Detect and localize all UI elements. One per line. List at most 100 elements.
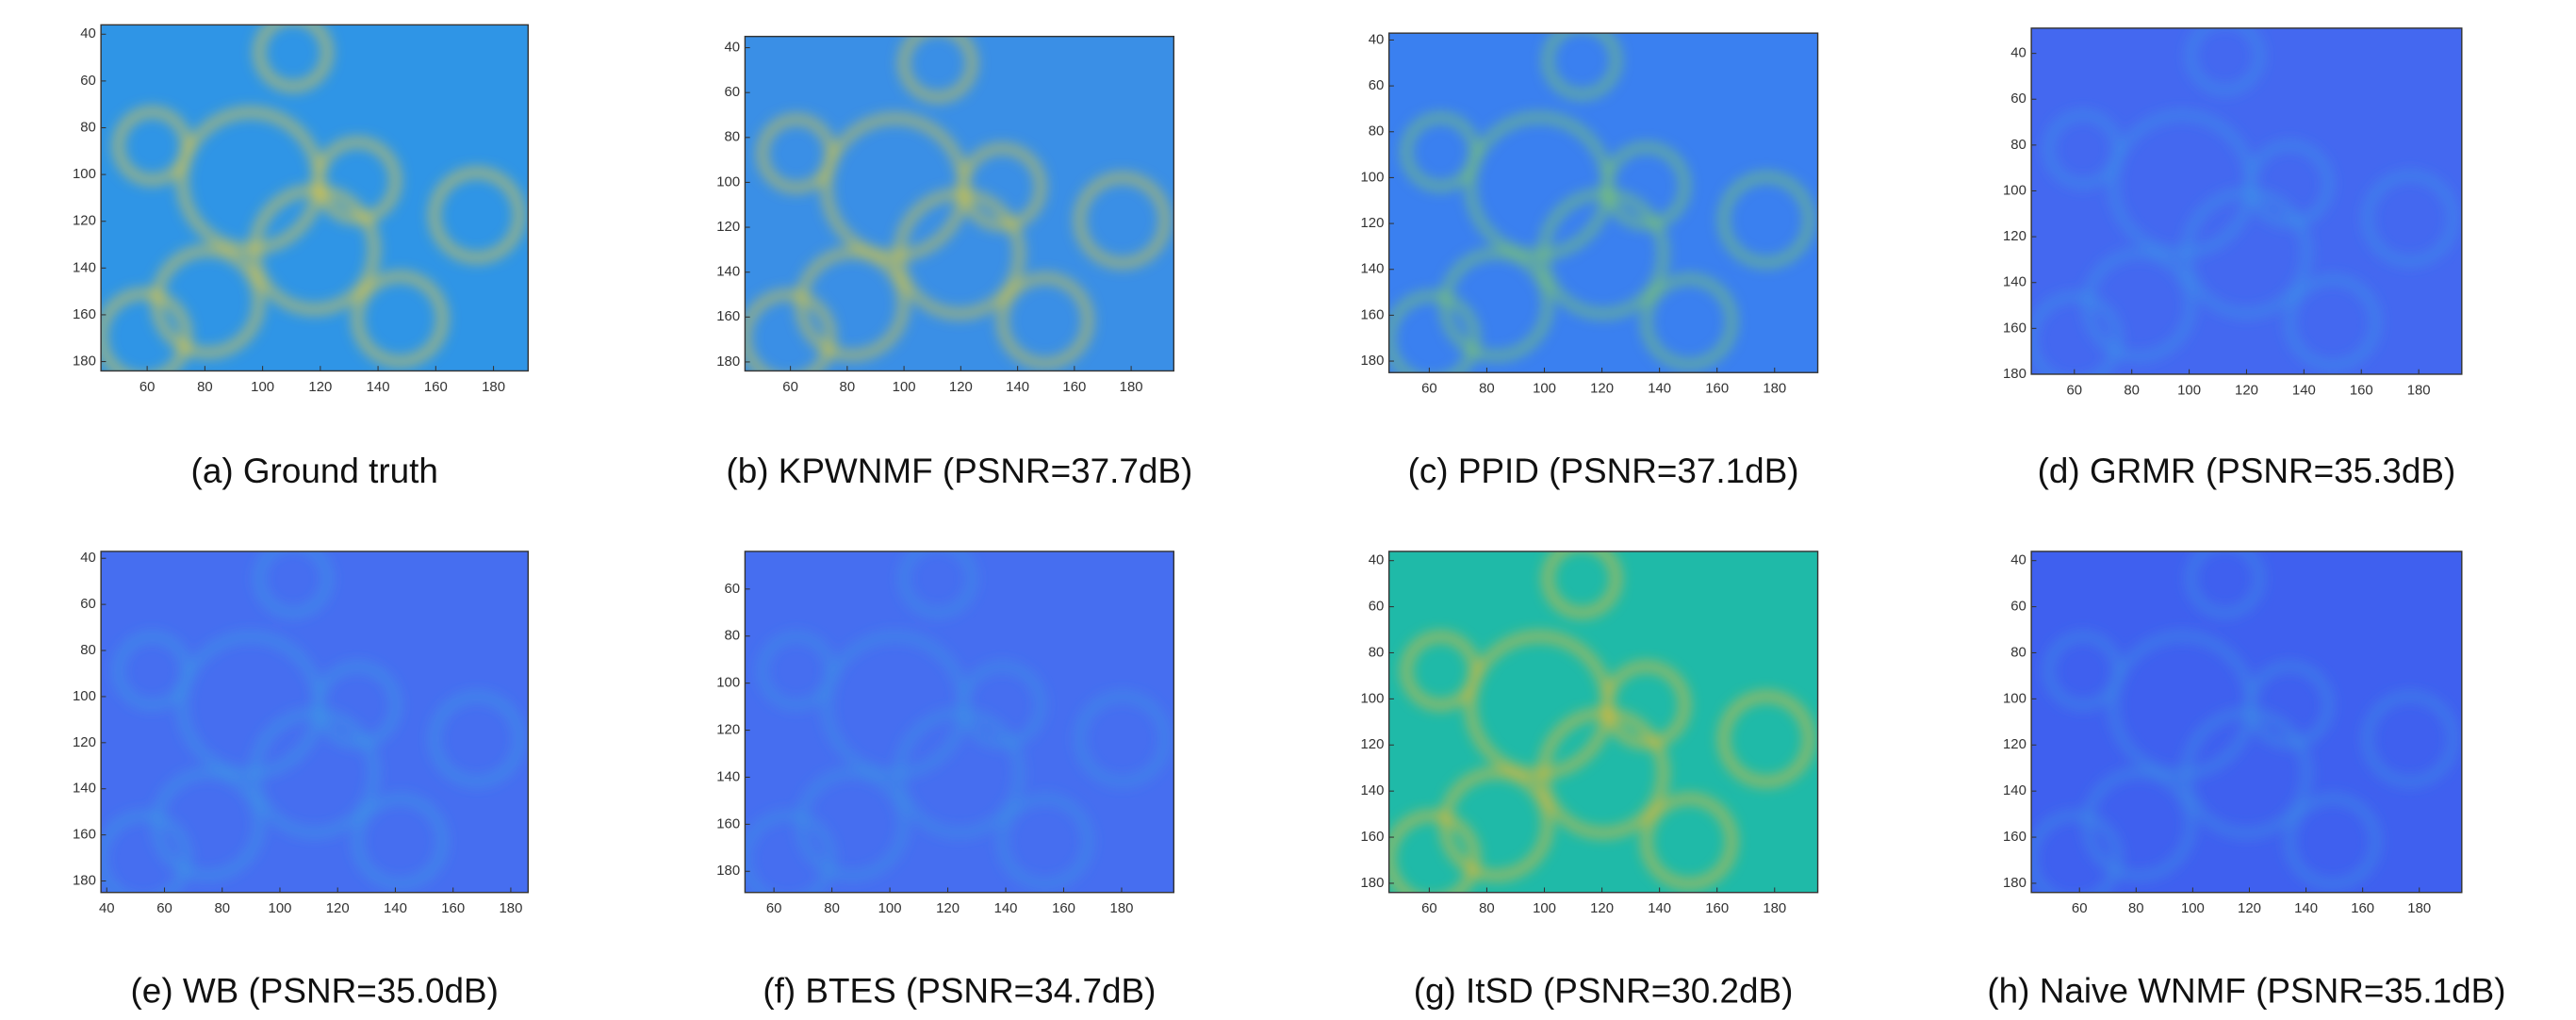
y-tick-label: 80 [2010,644,2026,660]
x-tick-label: 60 [766,900,782,916]
x-tick-label: 100 [1533,381,1556,397]
x-tick-label: 60 [2072,900,2088,916]
texture-ring [758,115,835,192]
texture-ring [997,273,1092,369]
y-tick-label: 40 [2010,552,2026,568]
panel: 60 80 100 120 140 160 180 40 60 80 100 120 140 160 180… [1360,31,1819,490]
y-tick-label: 120 [73,734,96,750]
texture-ring [1539,189,1668,319]
x-tick-label: 140 [384,900,407,916]
image-texture [1388,33,1813,373]
texture-ring [353,794,448,889]
x-tick-label: 80 [214,900,230,916]
x-tick-label: 100 [878,900,902,916]
x-tick-label: 80 [2124,382,2140,398]
x-tick-label: 100 [2181,900,2205,916]
texture-ring [1642,274,1736,370]
image-texture [2031,551,2458,893]
panel: 60 80 100 120 140 160 180 40 60 80 100 120 140 160 180… [1987,551,2506,1011]
x-tick-label: 160 [1052,900,1075,916]
y-tick-label: 180 [73,353,96,369]
y-tick-label: 140 [2003,274,2026,290]
texture-ring [113,107,191,185]
caption: (a) Ground truth [191,452,438,490]
x-tick-label: 140 [1648,900,1671,916]
texture-ring [2031,811,2122,893]
panel: 60 80 100 120 140 160 180 40 60 80 100 120 140 160 180… [73,24,530,490]
caption: (b) KPWNMF (PSNR=37.7dB) [726,452,1192,490]
texture-ring [254,25,332,91]
texture-ring [1543,33,1621,99]
texture-ring [1603,662,1689,749]
texture-ring [1543,551,1621,617]
x-tick-label: 60 [2067,382,2083,398]
y-tick-label: 120 [716,721,740,737]
plot-frame [744,551,1175,894]
x-tick-label: 120 [1590,900,1614,916]
x-tick-label: 140 [2292,382,2316,398]
x-tick-label: 180 [2407,900,2431,916]
x-tick-label: 80 [1479,381,1495,397]
y-tick-label: 40 [1369,552,1385,568]
caption: (f) BTES (PSNR=34.7dB) [763,972,1156,1011]
panel: 60 80 100 120 140 160 180 40 60 80 100 120 140 160 180… [2003,27,2463,490]
x-tick-label: 180 [1763,900,1786,916]
panel: 40 60 80 100 120 140 160 1804060801001201401601… [73,550,530,1011]
texture-ring [1719,692,1813,786]
y-tick-label: 160 [716,308,740,324]
x-tick-label: 80 [1479,900,1495,916]
texture-ring [2182,708,2311,838]
x-tick-label: 100 [1533,900,1556,916]
texture-ring [796,768,909,880]
x-tick-label: 180 [482,379,505,395]
y-tick-label: 140 [2003,782,2026,798]
x-tick-label: 80 [824,900,840,916]
x-tick-label: 140 [367,379,390,395]
y-tick-label: 80 [80,642,96,658]
image-texture [101,25,524,371]
y-tick-label: 60 [725,84,741,100]
caption: (g) ItSD (PSNR=30.2dB) [1414,972,1794,1011]
y-tick-label: 120 [2003,228,2026,244]
x-tick-label: 100 [2177,382,2201,398]
y-tick-label: 80 [2010,137,2026,153]
y-tick-label: 120 [2003,736,2026,752]
texture-ring [960,662,1045,749]
y-tick-label: 100 [716,173,740,189]
y-tick-label: 160 [1360,306,1384,322]
texture-ring [430,692,524,786]
texture-ring [745,290,835,371]
x-tick-label: 160 [1062,379,1086,395]
x-tick-label: 120 [936,900,960,916]
texture-ring [2285,274,2380,370]
y-tick-label: 160 [2003,829,2026,845]
texture-ring [314,138,401,223]
y-tick-label: 100 [1360,690,1384,706]
y-tick-label: 180 [1360,875,1384,891]
y-tick-label: 40 [80,25,96,41]
texture-ring [796,248,909,360]
texture-ring [894,189,1024,319]
texture-ring [2246,662,2333,749]
plot-frame [2030,27,2463,375]
y-tick-label: 160 [716,815,740,831]
y-tick-label: 80 [1369,644,1385,660]
y-tick-label: 80 [725,129,741,145]
y-tick-label: 100 [73,166,96,182]
texture-ring [1440,249,1552,361]
x-tick-label: 60 [1421,900,1437,916]
texture-ring [2186,551,2264,617]
x-tick-label: 80 [197,379,213,395]
y-tick-label: 60 [1369,599,1385,615]
y-tick-label: 160 [73,827,96,843]
y-tick-label: 60 [80,596,96,612]
texture-ring [1388,291,1480,373]
x-tick-label: 160 [2350,382,2373,398]
texture-ring [899,36,976,102]
texture-ring [2362,691,2458,786]
y-tick-label: 100 [2003,182,2026,198]
y-tick-label: 180 [2003,366,2026,382]
y-tick-label: 100 [2003,690,2026,706]
texture-ring [1539,709,1668,838]
